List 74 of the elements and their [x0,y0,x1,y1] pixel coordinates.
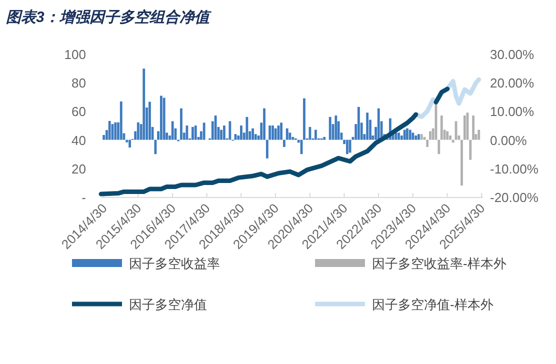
bar [162,98,166,140]
bar [357,106,360,140]
bar [440,115,443,140]
bar [142,68,146,140]
bar [403,130,406,140]
bar [478,130,480,140]
bar [128,140,131,148]
y-tick-label: 80 [72,76,86,91]
bar [328,116,332,140]
bar [136,122,140,140]
bar [240,126,242,140]
bar [460,140,463,186]
y2-tick-label: 20.00% [490,76,535,91]
bar [268,126,272,140]
bar [120,101,122,140]
bar [191,126,194,140]
bar [346,140,348,154]
bar [148,102,151,140]
bar [406,128,408,140]
bar [394,132,398,140]
bar [282,140,286,147]
y-tick-label: - [82,190,86,205]
y2-tick-label: -10.00% [490,161,539,176]
bar [417,134,420,140]
bar [228,121,232,140]
y-tick-label: 60 [72,104,86,120]
bar [303,98,306,140]
bar [426,140,429,147]
bar [160,96,162,140]
bar [446,131,449,140]
bar [280,122,282,140]
bar [323,136,326,140]
y-tick-label: 20 [72,161,86,176]
bar [452,140,454,143]
y-tick-label: 40 [72,132,86,148]
bar [408,130,412,140]
legend-label: 因子多空净值 [129,297,207,312]
bar [472,115,475,140]
bar [220,130,222,140]
legend-label: 因子多空收益率 [129,256,220,271]
y2-tick-label: 0.00% [490,132,528,148]
y2-tick-label: 30.00% [490,47,535,62]
bar [429,131,432,140]
bar [194,126,197,140]
bar [412,132,414,140]
bar [252,128,254,140]
bar [334,115,338,140]
bar [463,115,466,140]
bar [263,108,266,140]
legend-label: 因子多空净值-样本外 [372,297,494,312]
bar [366,112,369,140]
bar [286,128,288,140]
bar [469,140,472,160]
bar [377,108,380,140]
y2-tick-label: -20.00% [490,190,539,205]
bar [314,130,317,140]
legend-label: 因子多空收益率-样本外 [372,256,506,271]
chart-title: 图表3：增强因子多空组合净值 [6,8,212,26]
bar [222,126,226,140]
bar [288,132,292,140]
bar [272,126,274,140]
bar [171,121,174,140]
bar [420,134,423,140]
bar [114,122,117,140]
bar [266,140,268,158]
bar [292,136,294,140]
bar [108,120,111,140]
y-tick-label: 100 [64,47,86,62]
bar [438,140,440,154]
bar [180,108,182,140]
y2-tick-label: 10.00% [490,104,535,120]
bar [414,136,418,140]
bar [202,122,206,140]
bar [398,132,400,140]
